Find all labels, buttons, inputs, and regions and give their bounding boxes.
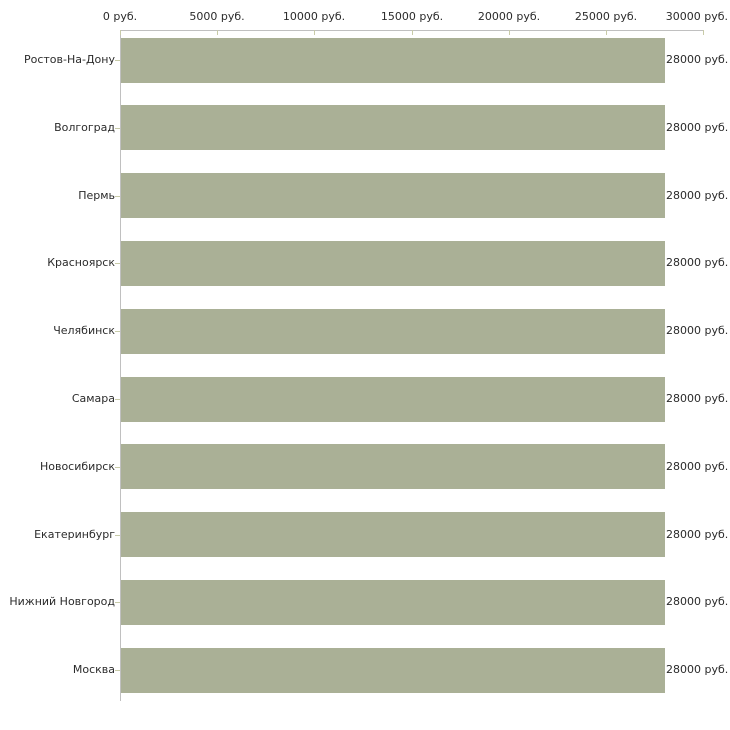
x-axis-tick bbox=[314, 30, 315, 35]
y-axis-tick bbox=[115, 670, 120, 671]
x-axis-tick bbox=[412, 30, 413, 35]
y-axis-tick bbox=[115, 60, 120, 61]
category-label: Челябинск bbox=[53, 324, 115, 337]
y-axis-tick bbox=[115, 467, 120, 468]
x-axis-tick-label: 0 руб. bbox=[102, 10, 138, 23]
y-axis-line bbox=[120, 30, 121, 701]
value-label: 28000 руб. bbox=[666, 53, 729, 66]
category-label: Новосибирск bbox=[39, 460, 115, 473]
bar bbox=[121, 444, 665, 489]
value-label: 28000 руб. bbox=[666, 528, 729, 541]
category-label: Екатеринбург bbox=[34, 528, 115, 541]
bar bbox=[121, 580, 665, 625]
category-label: Нижний Новгород bbox=[9, 595, 115, 608]
x-axis-tick bbox=[703, 30, 704, 35]
category-label: Волгоград bbox=[54, 121, 115, 134]
x-axis-tick bbox=[606, 30, 607, 35]
y-axis-tick bbox=[115, 535, 120, 536]
category-label: Пермь bbox=[78, 189, 115, 202]
x-axis-tick-label: 15000 руб. bbox=[380, 10, 444, 23]
value-label: 28000 руб. bbox=[666, 256, 729, 269]
bar bbox=[121, 648, 665, 693]
x-axis-tick bbox=[509, 30, 510, 35]
x-axis-tick bbox=[120, 30, 121, 35]
category-label: Москва bbox=[72, 663, 115, 676]
y-axis-tick bbox=[115, 399, 120, 400]
y-axis-tick bbox=[115, 263, 120, 264]
value-label: 28000 руб. bbox=[666, 189, 729, 202]
bar bbox=[121, 512, 665, 557]
y-axis-tick bbox=[115, 196, 120, 197]
bar bbox=[121, 105, 665, 150]
x-axis-tick-label: 10000 руб. bbox=[282, 10, 346, 23]
bar bbox=[121, 377, 665, 422]
value-label: 28000 руб. bbox=[666, 663, 729, 676]
category-label: Ростов-На-Дону bbox=[23, 53, 115, 66]
x-axis-tick bbox=[217, 30, 218, 35]
x-axis-tick-label: 20000 руб. bbox=[477, 10, 541, 23]
value-label: 28000 руб. bbox=[666, 121, 729, 134]
y-axis-tick bbox=[115, 128, 120, 129]
x-axis-tick-label: 5000 руб. bbox=[189, 10, 245, 23]
bar bbox=[121, 173, 665, 218]
value-label: 28000 руб. bbox=[666, 595, 729, 608]
x-axis-tick-label: 30000 руб. bbox=[665, 10, 728, 23]
bar bbox=[121, 309, 665, 354]
bar bbox=[121, 38, 665, 83]
x-axis-tick-label: 25000 руб. bbox=[574, 10, 638, 23]
value-label: 28000 руб. bbox=[666, 460, 729, 473]
category-label: Красноярск bbox=[47, 256, 115, 269]
bar bbox=[121, 241, 665, 286]
value-label: 28000 руб. bbox=[666, 324, 729, 337]
y-axis-tick bbox=[115, 331, 120, 332]
value-label: 28000 руб. bbox=[666, 392, 729, 405]
category-label: Самара bbox=[71, 392, 115, 405]
y-axis-tick bbox=[115, 602, 120, 603]
